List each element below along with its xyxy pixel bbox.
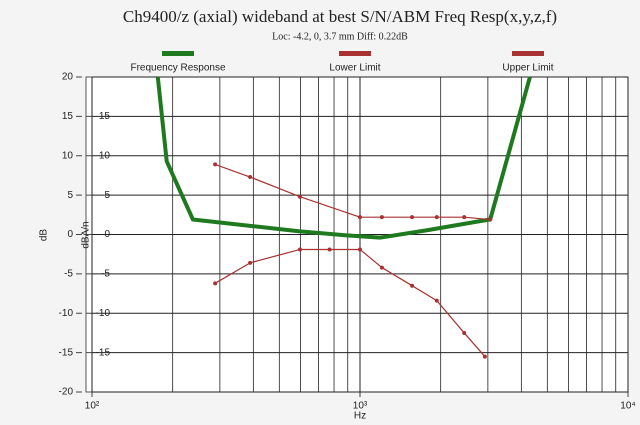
y-axis-label: dB	[39, 229, 50, 242]
point	[462, 215, 467, 220]
y2-tick-label: -10	[96, 308, 111, 319]
x-axis-label: Hz	[354, 411, 366, 422]
x-tick-label: 10³	[353, 401, 368, 412]
point	[488, 217, 493, 222]
chart-title: Ch9400/z (axial) wideband at best S/N/AB…	[123, 7, 557, 26]
point	[213, 281, 218, 286]
point	[297, 247, 302, 252]
chart-subtitle: Loc: -4.2, 0, 3.7 mm Diff: 0.22dB	[272, 31, 408, 42]
point	[410, 215, 415, 220]
y2-tick-label: -5	[101, 269, 110, 280]
legend-label: Lower Limit	[329, 63, 380, 74]
y-tick-label: 5	[67, 190, 73, 201]
y2-tick-label: 5	[104, 190, 110, 201]
x-tick-label: 10²	[85, 401, 100, 412]
y2-tick-label: 10	[99, 150, 111, 161]
point	[297, 194, 302, 199]
y-tick-label: 20	[62, 72, 74, 83]
point	[482, 354, 487, 359]
point	[434, 298, 439, 303]
point	[327, 247, 332, 252]
y-tick-label: 0	[67, 229, 73, 240]
series-line	[214, 248, 486, 357]
point	[379, 215, 384, 220]
legend-label: Frequency Response	[130, 63, 225, 74]
legend-swatch	[339, 51, 371, 56]
y-tick-label: -10	[59, 308, 74, 319]
series-line	[155, 76, 532, 240]
y2-tick-label: 15	[99, 111, 111, 122]
point	[248, 175, 253, 180]
point	[213, 162, 218, 167]
legend-swatch	[512, 51, 544, 56]
point	[410, 283, 415, 288]
point	[379, 265, 384, 270]
point	[248, 260, 253, 265]
legend-swatch	[162, 51, 194, 56]
y-tick-label: 10	[62, 150, 74, 161]
point	[434, 215, 439, 220]
point	[358, 247, 362, 252]
x-tick-label: 10⁴	[620, 401, 635, 412]
y-tick-label: -5	[64, 269, 73, 280]
point	[462, 330, 467, 335]
point	[358, 215, 362, 220]
y-tick-label: -15	[59, 347, 74, 358]
y-tick-label: 15	[62, 111, 74, 122]
y2-tick-label: 0	[104, 229, 110, 240]
y2-tick-label: -15	[96, 347, 111, 358]
y-tick-label: -20	[59, 387, 74, 398]
legend-label: Upper Limit	[502, 63, 553, 74]
